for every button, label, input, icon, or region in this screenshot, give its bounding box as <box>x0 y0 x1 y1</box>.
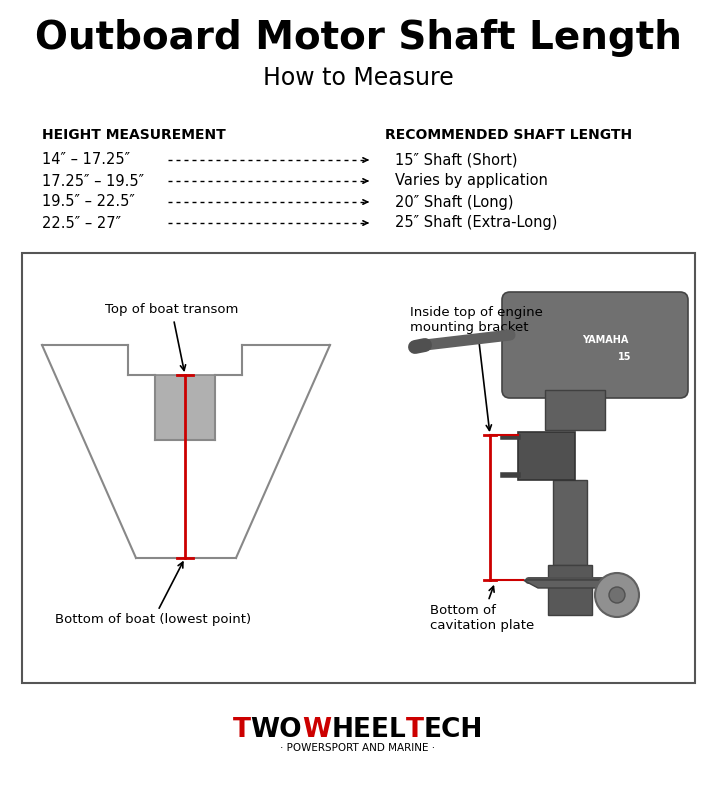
Text: 25″ Shaft (Extra-Long): 25″ Shaft (Extra-Long) <box>395 215 557 231</box>
Text: 14″ – 17.25″: 14″ – 17.25″ <box>42 153 130 168</box>
Text: 17.25″ – 19.5″: 17.25″ – 19.5″ <box>42 174 144 189</box>
Text: · POWERSPORT AND MARINE ·: · POWERSPORT AND MARINE · <box>280 743 435 753</box>
Text: T: T <box>406 717 424 743</box>
Text: HEEL: HEEL <box>331 717 406 743</box>
Text: Inside top of engine
mounting bracket: Inside top of engine mounting bracket <box>410 306 543 430</box>
Text: HEIGHT MEASUREMENT: HEIGHT MEASUREMENT <box>42 128 226 142</box>
Text: 19.5″ – 22.5″: 19.5″ – 22.5″ <box>42 194 135 210</box>
Text: 15″ Shaft (Short): 15″ Shaft (Short) <box>395 153 518 168</box>
Text: 20″ Shaft (Long): 20″ Shaft (Long) <box>395 194 513 210</box>
Text: Top of boat transom: Top of boat transom <box>105 303 238 370</box>
Bar <box>155 375 215 440</box>
Text: RECOMMENDED SHAFT LENGTH: RECOMMENDED SHAFT LENGTH <box>385 128 632 142</box>
Text: Bottom of
cavitation plate: Bottom of cavitation plate <box>430 587 534 632</box>
Bar <box>548 565 592 615</box>
Text: YAMAHA: YAMAHA <box>581 335 628 345</box>
Text: 15: 15 <box>618 352 632 362</box>
Text: ECH: ECH <box>424 717 483 743</box>
Circle shape <box>609 587 625 603</box>
Polygon shape <box>523 580 617 588</box>
Text: T: T <box>232 717 250 743</box>
Text: How to Measure: How to Measure <box>262 66 453 90</box>
Text: Outboard Motor Shaft Length: Outboard Motor Shaft Length <box>34 19 681 57</box>
FancyBboxPatch shape <box>502 292 688 398</box>
Text: W: W <box>302 717 331 743</box>
Text: Bottom of boat (lowest point): Bottom of boat (lowest point) <box>55 562 251 626</box>
Bar <box>545 390 605 430</box>
Text: 22.5″ – 27″: 22.5″ – 27″ <box>42 215 121 231</box>
Bar <box>518 432 575 480</box>
Text: Varies by application: Varies by application <box>395 174 548 189</box>
Circle shape <box>595 573 639 617</box>
Bar <box>553 480 587 565</box>
Text: WO: WO <box>250 717 302 743</box>
Bar <box>22 253 695 683</box>
